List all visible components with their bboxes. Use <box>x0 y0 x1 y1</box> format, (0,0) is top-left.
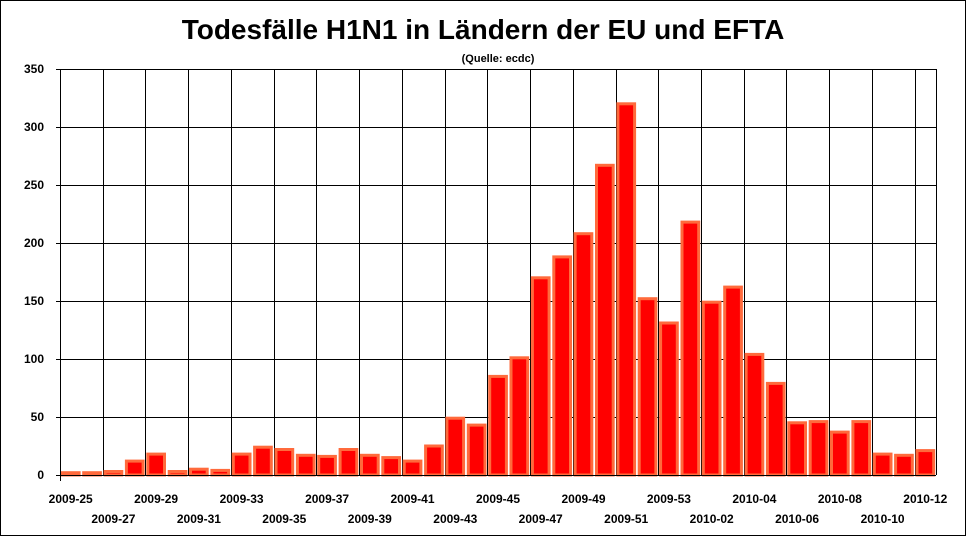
x-tick-label: 2009-53 <box>647 492 691 506</box>
y-tick-label: 0 <box>37 468 44 482</box>
y-tick-label: 300 <box>24 120 44 134</box>
bar-2009-25 <box>60 471 81 477</box>
x-tick-label: 2010-08 <box>818 492 862 506</box>
bar-2010-08 <box>830 430 850 477</box>
bar-2009-50 <box>595 163 615 477</box>
chart-subtitle: (Quelle: ecdc) <box>461 53 535 65</box>
bar-2009-46 <box>509 356 530 477</box>
bar-2009-42 <box>424 444 444 477</box>
bar-2010-04 <box>744 352 765 477</box>
y-tick-label: 350 <box>24 62 44 76</box>
y-tick-label: 100 <box>24 352 44 366</box>
bar-2009-31 <box>189 467 209 477</box>
bar-2010-09 <box>851 420 872 477</box>
bar-2009-32 <box>210 468 231 477</box>
y-tick-label: 150 <box>24 294 44 308</box>
bar-2010-01 <box>680 220 701 477</box>
bar-2010-07 <box>808 420 829 477</box>
bar-2010-02 <box>701 300 722 477</box>
x-tick-label: 2010-06 <box>775 512 819 526</box>
y-tick-label: 250 <box>24 178 44 192</box>
bar-2010-05 <box>765 381 786 477</box>
bar-2010-12 <box>915 449 936 477</box>
x-tick-label: 2009-45 <box>476 492 520 506</box>
x-tick-label: 2009-27 <box>91 512 135 526</box>
x-tick-label: 2009-39 <box>348 512 392 526</box>
x-tick-label: 2009-25 <box>49 492 93 506</box>
bar-2009-51 <box>616 102 637 477</box>
x-tick-label: 2009-51 <box>604 512 648 526</box>
x-tick-label: 2009-33 <box>220 492 264 506</box>
bar-2009-49 <box>573 232 594 477</box>
bar-2009-34 <box>253 445 273 477</box>
bar-2009-36 <box>295 453 316 477</box>
x-tick-label: 2010-12 <box>903 492 947 506</box>
y-tick-label: 50 <box>31 410 45 424</box>
bar-2009-40 <box>381 456 401 477</box>
x-tick-label: 2009-47 <box>519 512 563 526</box>
bar-2009-30 <box>167 470 188 477</box>
x-tick-label: 2010-04 <box>732 492 776 506</box>
bar-2010-10 <box>872 452 893 477</box>
x-tick-label: 2009-37 <box>305 492 349 506</box>
x-tick-label: 2009-35 <box>262 512 306 526</box>
bar-2009-53 <box>659 321 679 477</box>
x-tick-label: 2010-02 <box>690 512 734 526</box>
x-tick-label: 2009-43 <box>433 512 477 526</box>
bar-2010-11 <box>894 453 914 477</box>
bar-2009-26 <box>82 471 102 477</box>
bar-2010-03 <box>723 285 743 477</box>
bar-2010-06 <box>787 421 807 477</box>
bar-2009-45 <box>488 374 508 477</box>
bar-2009-33 <box>231 452 252 477</box>
x-tick-label: 2009-41 <box>390 492 434 506</box>
bar-2009-43 <box>445 416 466 477</box>
bar-2009-38 <box>338 448 359 477</box>
bar-2009-52 <box>637 297 658 477</box>
y-tick-label: 200 <box>24 236 44 250</box>
bar-2009-47 <box>530 276 551 477</box>
bar-2009-35 <box>274 448 295 477</box>
bar-2009-44 <box>466 423 487 477</box>
bar-2009-28 <box>124 459 145 477</box>
x-tick-label: 2009-49 <box>561 492 605 506</box>
chart-title: Todesfälle H1N1 in Ländern der EU und EF… <box>181 14 785 45</box>
bar-2009-39 <box>360 453 380 477</box>
x-tick-label: 2009-29 <box>134 492 178 506</box>
bar-2009-27 <box>103 470 124 477</box>
bar-2009-29 <box>146 452 167 477</box>
bar-2009-37 <box>317 454 337 477</box>
bar-2009-48 <box>552 255 572 477</box>
x-tick-label: 2009-31 <box>177 512 221 526</box>
bar-2009-41 <box>402 459 423 477</box>
x-tick-label: 2010-10 <box>861 512 905 526</box>
